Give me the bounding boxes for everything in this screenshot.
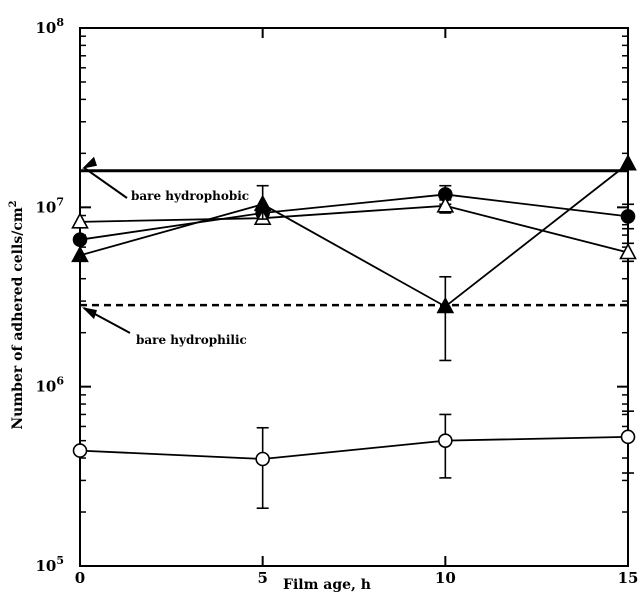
arrow-hydrophobic — [83, 166, 128, 199]
y-tick-label: 108 — [35, 16, 64, 37]
plot-area: 105 106 107 108 0 5 10 15 bare hydrophobic bare h… — [35, 16, 638, 587]
data-point-filled-circle — [72, 232, 88, 247]
data-point-filled-circle — [620, 209, 636, 224]
data-point-open-triangle — [436, 196, 455, 213]
data-point-open-circle — [255, 451, 270, 467]
plot-frame — [79, 27, 629, 567]
annotation-hydrophobic: bare hydrophobic — [131, 189, 249, 203]
data-point-filled-triangle — [71, 245, 89, 263]
data-point-open-circle — [620, 429, 636, 445]
y-tick-label: 107 — [35, 195, 64, 216]
x-tick-label: 0 — [75, 569, 85, 587]
annotation-hydrophilic: bare hydrophilic — [136, 333, 247, 347]
x-tick-label: 10 — [435, 569, 456, 587]
series-line-filled-triangle — [79, 163, 629, 308]
x-axis-title: Film age, h — [283, 577, 371, 593]
series-line-filled-circle — [79, 193, 629, 241]
x-tick-label: 15 — [618, 569, 639, 587]
arrowhead-hydrophilic — [82, 307, 97, 320]
arrowhead-hydrophobic — [82, 156, 97, 169]
x-tick-label: 5 — [257, 569, 267, 587]
data-point-open-triangle — [619, 242, 637, 260]
y-tick-label: 106 — [35, 375, 64, 396]
series-line-open-triangle — [79, 204, 629, 254]
y-axis-title: Number of adhered cells/cm2 — [8, 200, 26, 429]
data-point-filled-triangle — [253, 194, 272, 212]
data-point-filled-triangle — [619, 154, 637, 171]
data-point-open-circle — [438, 433, 453, 448]
data-point-filled-triangle — [436, 296, 455, 314]
y-tick-label: 105 — [35, 554, 64, 575]
data-point-open-triangle — [71, 212, 89, 229]
series-line-open-circle — [79, 435, 629, 460]
data-point-open-circle — [72, 443, 88, 458]
